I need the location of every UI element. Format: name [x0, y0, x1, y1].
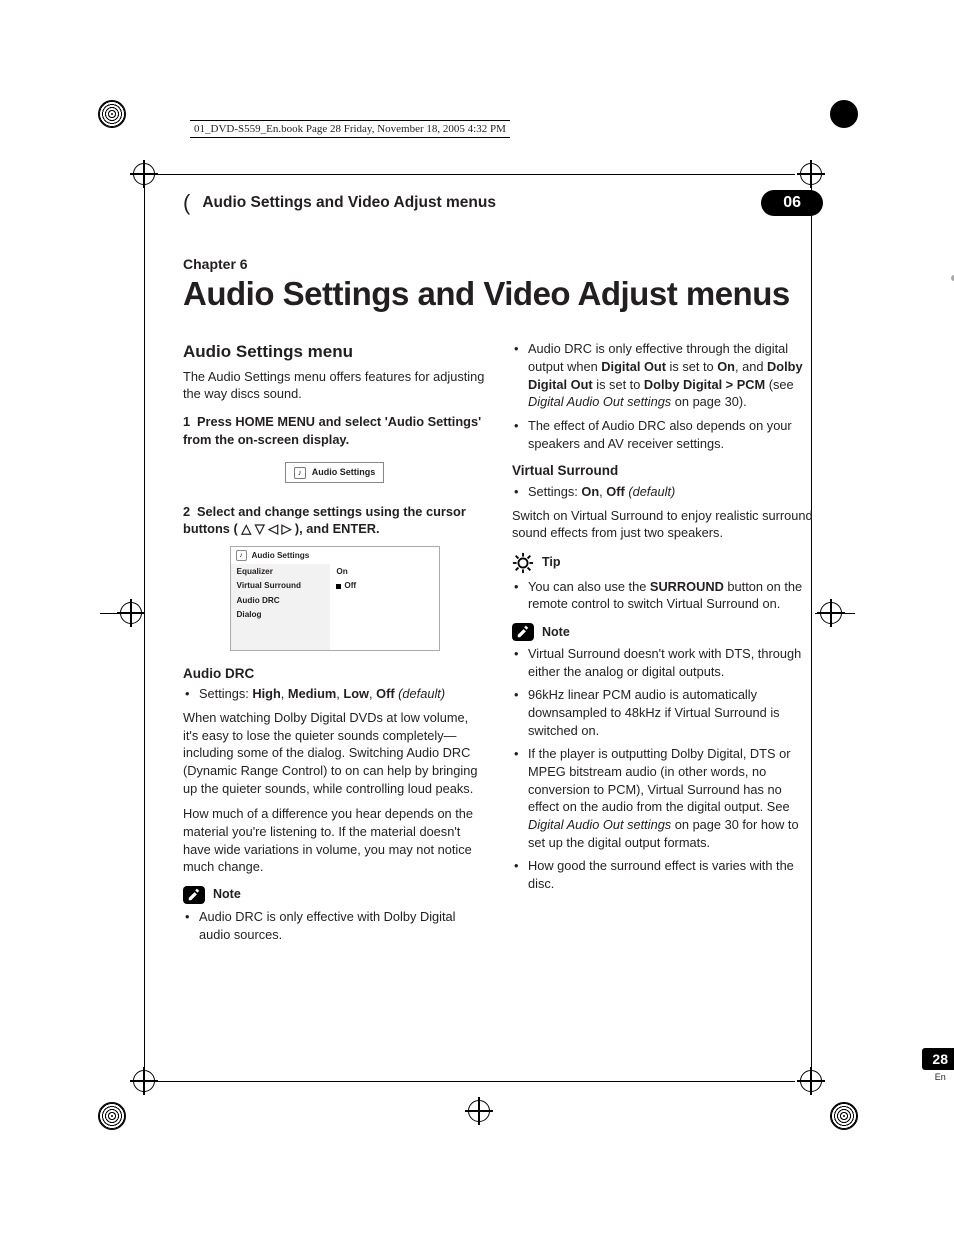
note-item: The effect of Audio DRC also depends on … [528, 417, 815, 452]
settings-line: Settings: High, Medium, Low, Off (defaul… [199, 685, 486, 703]
note-item: 96kHz linear PCM audio is automatically … [528, 686, 815, 739]
running-head-title: Audio Settings and Video Adjust menus [202, 194, 749, 212]
tip-item: You can also use the SURROUND button on … [528, 578, 815, 613]
note-item: Virtual Surround doesn't work with DTS, … [528, 645, 815, 680]
osd-panel-title: Audio Settings [252, 550, 310, 561]
left-column: Audio Settings menu The Audio Settings m… [183, 340, 486, 949]
osd-panel: ♪ Audio Settings EqualizerOn Virtual Sur… [230, 546, 440, 651]
table-row: Virtual SurroundOff [231, 579, 439, 593]
drc-paragraph-1: When watching Dolby Digital DVDs at low … [183, 709, 486, 797]
speaker-icon: ♪ [294, 467, 306, 479]
table-row: Audio DRC [231, 593, 439, 607]
page-number: 28 En [922, 1048, 954, 1082]
speaker-icon: ♪ [236, 550, 247, 561]
drc-paragraph-2: How much of a difference you hear depend… [183, 805, 486, 876]
right-column: Audio DRC is only effective through the … [512, 340, 815, 949]
page-content: ( Audio Settings and Video Adjust menus … [183, 190, 823, 949]
vs-paragraph: Switch on Virtual Surround to enjoy real… [512, 507, 815, 542]
intro-paragraph: The Audio Settings menu offers features … [183, 368, 486, 403]
subheading-virtual-surround: Virtual Surround [512, 462, 815, 481]
chapter-label: Chapter 6 [183, 256, 823, 272]
cursor-right-icon: ▷ [282, 521, 292, 536]
subheading-audio-drc: Audio DRC [183, 665, 486, 684]
cursor-up-icon: △ [241, 521, 251, 536]
file-header: 01_DVD-S559_En.book Page 28 Friday, Nove… [190, 120, 510, 138]
osd-button-audio-settings: ♪ Audio Settings [285, 462, 385, 482]
table-row: Dialog [231, 607, 439, 621]
tip-heading: Tip [512, 552, 815, 574]
cursor-left-icon: ◁ [268, 521, 278, 536]
note-item: Audio DRC is only effective through the … [528, 340, 815, 411]
pencil-icon [183, 886, 205, 904]
osd-settings-table: EqualizerOn Virtual SurroundOff Audio DR… [231, 564, 439, 649]
gear-icon [512, 552, 534, 574]
note-item: If the player is outputting Dolby Digita… [528, 745, 815, 851]
running-head-paren: ( [183, 190, 190, 216]
pencil-icon [512, 623, 534, 641]
section-heading-audio-settings: Audio Settings menu [183, 340, 486, 363]
note-heading: Note [183, 886, 486, 904]
page-title: Audio Settings and Video Adjust menus [183, 276, 823, 312]
table-row: EqualizerOn [231, 564, 439, 578]
osd-button-label: Audio Settings [312, 466, 376, 478]
step-1: 1Press HOME MENU and select 'Audio Setti… [183, 413, 486, 448]
note-item: How good the surround effect is varies w… [528, 857, 815, 892]
note-item: Audio DRC is only effective with Dolby D… [199, 908, 486, 943]
running-head: ( Audio Settings and Video Adjust menus … [183, 190, 823, 216]
step-2: 2Select and change settings using the cu… [183, 503, 486, 538]
note-heading: Note [512, 623, 815, 641]
cursor-down-icon: ▽ [255, 521, 265, 536]
settings-line: Settings: On, Off (default) [528, 483, 815, 501]
chapter-badge: 06 [761, 190, 823, 216]
